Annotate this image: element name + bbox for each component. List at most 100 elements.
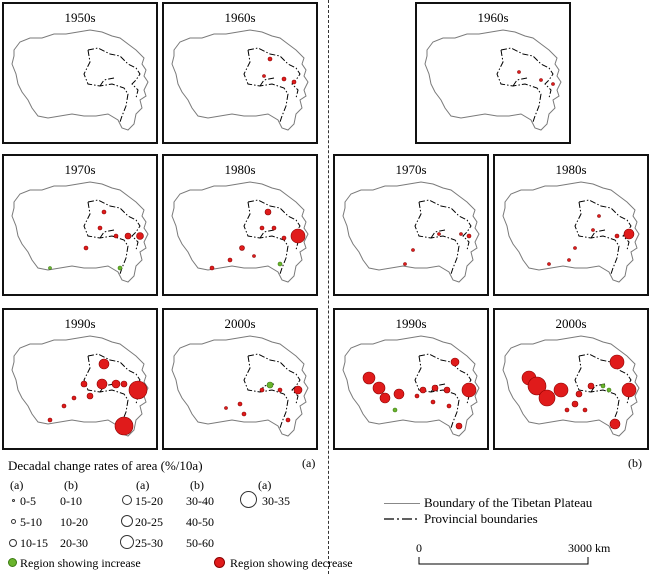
decrease-region-dot xyxy=(411,248,415,252)
decrease-region-dot xyxy=(241,411,247,417)
panel-title: 1980s xyxy=(555,162,587,177)
map-panel-b-1980s: 1980s xyxy=(493,154,649,296)
legend-title: Decadal change rates of area (%/10a) xyxy=(8,458,203,473)
decrease-region-dot xyxy=(379,392,391,404)
decrease-region-dot xyxy=(553,382,569,398)
provincial-boundary xyxy=(243,199,301,275)
decrease-region-dot xyxy=(419,386,427,394)
provincial-boundary xyxy=(574,199,632,275)
map-panel-b-1960s: 1960s xyxy=(415,2,571,144)
decrease-region-dot xyxy=(114,416,134,436)
legend-col-a1: (a) xyxy=(10,478,24,492)
decrease-region-dot xyxy=(128,380,148,400)
decrease-region-dot xyxy=(591,228,595,232)
legend-b2-2: 50-60 xyxy=(186,536,214,550)
map-panel-b-1990s: 1990s xyxy=(333,308,489,450)
decrease-region-dot xyxy=(551,82,555,86)
increase-region-dot xyxy=(48,266,52,270)
legend-b2-1: 40-50 xyxy=(186,515,214,529)
decrease-region-dot xyxy=(259,225,265,231)
decrease-region-dot xyxy=(538,389,556,407)
decrease-region-dot xyxy=(459,232,463,236)
plateau-map xyxy=(342,335,480,437)
decrease-region-dot xyxy=(120,380,128,388)
provincial-boundary xyxy=(414,199,472,275)
decrease-region-dot xyxy=(80,380,88,388)
decrease-region-dot xyxy=(262,74,266,78)
legend-col-b2: (b) xyxy=(190,478,204,492)
decrease-region-dot xyxy=(96,378,108,390)
plateau-map xyxy=(11,29,149,131)
map-panel-a-1950s: 1950s xyxy=(2,2,158,144)
plateau-boundary xyxy=(171,181,309,283)
decrease-region-dot xyxy=(461,382,477,398)
plateau-map xyxy=(11,335,149,437)
plateau-boundary xyxy=(342,335,480,437)
legend-b2-0: 30-40 xyxy=(186,494,214,508)
map-panel-a-1960s: 1960s xyxy=(162,2,318,144)
increase-region-dot xyxy=(117,265,123,271)
size-circle xyxy=(9,539,17,547)
legend-a1-1: 5-10 xyxy=(20,515,42,529)
decrease-region-dot xyxy=(86,392,94,400)
plateau-boundary xyxy=(11,181,149,283)
decrease-region-dot xyxy=(466,233,472,239)
size-circle xyxy=(120,535,134,549)
decrease-region-dot xyxy=(443,386,451,394)
decrease-region-dot xyxy=(437,232,441,236)
map-panel-b-1970s: 1970s xyxy=(333,154,489,296)
legend-b1-1: 10-20 xyxy=(60,515,88,529)
decrease-swatch xyxy=(214,557,225,568)
panel-title: 1990s xyxy=(64,316,96,331)
increase-region-dot xyxy=(266,381,274,389)
legend-col-a3: (a) xyxy=(258,478,272,492)
decrease-region-dot xyxy=(237,401,243,407)
map-panel-b-2000s: 2000s xyxy=(493,308,649,450)
plateau-map xyxy=(502,181,640,283)
plateau-boundary xyxy=(502,335,640,437)
decrease-region-dot xyxy=(98,358,110,370)
plateau-map xyxy=(171,29,309,131)
decrease-region-dot xyxy=(124,232,132,240)
decrease-region-dot xyxy=(414,393,420,399)
decrease-region-dot xyxy=(285,417,291,423)
plateau-boundary xyxy=(342,181,480,283)
provincial-boundary xyxy=(83,353,141,429)
size-circle xyxy=(122,495,132,505)
plateau-boundary xyxy=(171,29,309,131)
plateau-boundary xyxy=(11,335,149,437)
map-panel-a-1970s: 1970s xyxy=(2,154,158,296)
decrease-region-dot xyxy=(97,225,103,231)
legend-a2-1: 20-25 xyxy=(135,515,163,529)
panel-title: 1960s xyxy=(224,10,256,25)
provincial-boundary xyxy=(496,47,554,123)
legend-boundary: Boundary of the Tibetan Plateau xyxy=(424,495,593,510)
provincial-boundary xyxy=(83,47,141,123)
legend-a1-2: 10-15 xyxy=(20,536,48,550)
panel-title: 2000s xyxy=(555,316,587,331)
decrease-region-dot xyxy=(446,403,452,409)
decrease-region-dot xyxy=(227,257,233,263)
decrease-region-dot xyxy=(61,403,67,409)
provincial-boundary xyxy=(414,353,472,429)
panel-title: 1990s xyxy=(395,316,427,331)
legend-decrease: Region showing decrease xyxy=(230,556,353,570)
scale-start-label: 0 xyxy=(416,541,422,555)
panel-title: 2000s xyxy=(224,316,256,331)
decrease-region-dot xyxy=(567,258,571,262)
size-circle xyxy=(12,499,15,502)
map-panel-a-1990s: 1990s xyxy=(2,308,158,450)
decrease-region-dot xyxy=(239,245,245,251)
plateau-boundary xyxy=(424,29,562,131)
panel-title: 1960s xyxy=(477,10,509,25)
panel-title: 1950s xyxy=(64,10,96,25)
decrease-region-dot xyxy=(573,246,577,250)
scale-end-label: 3000 km xyxy=(568,541,611,555)
decrease-region-dot xyxy=(362,371,376,385)
decrease-region-dot xyxy=(403,262,407,266)
decrease-region-dot xyxy=(277,387,283,393)
decrease-region-dot xyxy=(623,228,635,240)
decrease-region-dot xyxy=(455,422,463,430)
decrease-region-dot xyxy=(571,400,579,408)
increase-region-dot xyxy=(277,261,283,267)
